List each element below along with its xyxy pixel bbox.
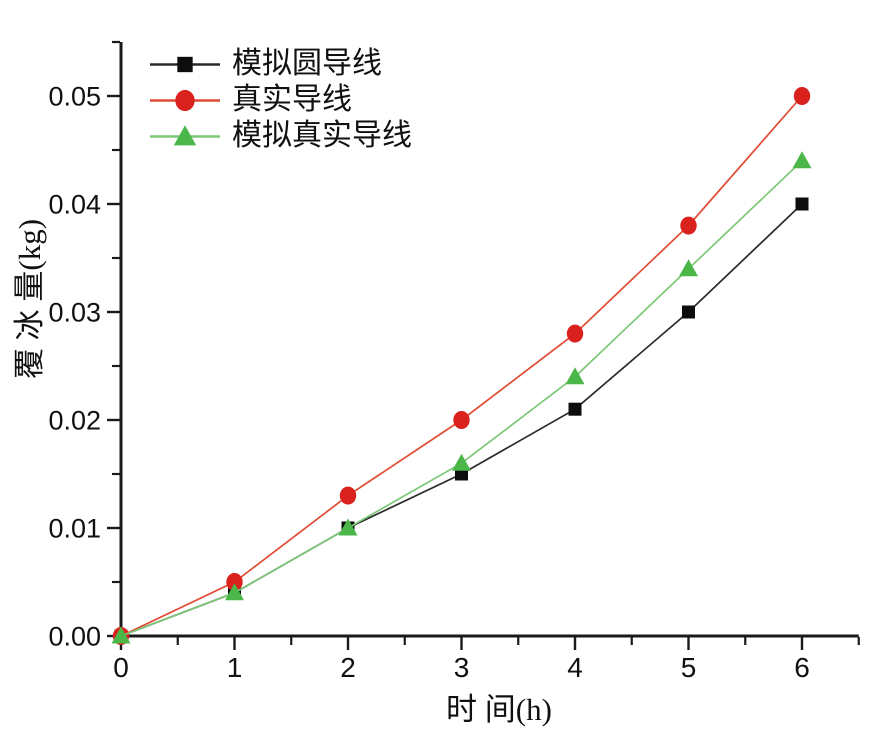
- x-axis-ticks: 0 1 2 3 4 5 6: [113, 637, 860, 683]
- triangle-marker: [338, 518, 358, 536]
- square-marker: [795, 197, 809, 211]
- legend-item: 真实导线: [150, 82, 412, 118]
- triangle-marker: [452, 453, 471, 471]
- square-legend-marker-icon: [150, 56, 220, 72]
- x-tick-label: 2: [340, 652, 356, 683]
- y-tick-label: 0.04: [48, 190, 101, 220]
- y-axis-ticks: 0.00 0.01 0.02 0.03 0.04 0.05: [48, 40, 120, 652]
- square-marker: [682, 305, 695, 319]
- data-series: [112, 87, 811, 645]
- y-tick-label: 0.00: [48, 622, 101, 652]
- series-line: [120, 160, 803, 637]
- triangle-marker: [565, 367, 585, 385]
- x-tick-label: 1: [227, 652, 243, 683]
- circle-marker: [680, 216, 697, 235]
- circle-marker: [226, 573, 243, 591]
- y-tick-label: 0.05: [48, 82, 101, 112]
- x-tick-label: 0: [113, 652, 129, 683]
- y-tick-label: 0.01: [48, 514, 101, 544]
- triangle-marker: [792, 151, 812, 169]
- x-tick-label: 5: [681, 652, 697, 683]
- legend-label: 模拟真实导线: [232, 119, 412, 152]
- square-marker: [177, 56, 193, 72]
- circle-legend-marker-icon: [150, 89, 220, 111]
- circle-marker: [566, 324, 584, 343]
- x-tick-label: 4: [567, 652, 583, 683]
- circle-marker: [793, 87, 811, 105]
- triangle-marker: [225, 583, 244, 601]
- x-tick-label: 6: [794, 652, 810, 683]
- y-tick-label: 0.03: [48, 298, 101, 328]
- data-series: [111, 151, 812, 644]
- circle-marker: [453, 411, 470, 429]
- legend: 模拟圆导线 真实导线 模拟真实导线: [150, 46, 412, 154]
- x-axis-title: 时 间(h): [446, 692, 552, 727]
- series-line: [120, 95, 803, 637]
- legend-item: 模拟圆导线: [150, 46, 412, 82]
- square-marker: [568, 402, 582, 416]
- triangle-marker: [111, 626, 131, 644]
- circle-marker: [175, 89, 195, 111]
- legend-item: 模拟真实导线: [150, 118, 412, 154]
- circle-marker: [339, 486, 357, 505]
- axes: [119, 42, 859, 638]
- y-tick-label: 0.02: [48, 406, 101, 436]
- triangle-marker: [679, 259, 698, 277]
- legend-label: 模拟圆导线: [232, 47, 382, 80]
- triangle-legend-marker-icon: [150, 124, 220, 145]
- y-axis-title: 覆 冰 量(kg): [12, 218, 47, 380]
- triangle-marker: [173, 124, 197, 145]
- square-marker: [455, 467, 468, 481]
- x-tick-label: 3: [454, 652, 470, 683]
- legend-label: 真实导线: [232, 83, 352, 116]
